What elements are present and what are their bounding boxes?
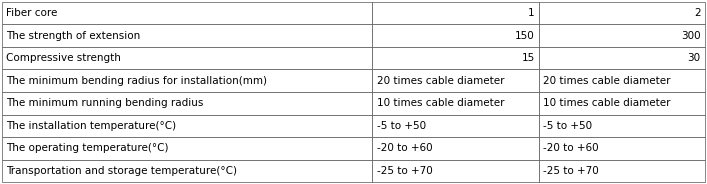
Text: -25 to +70: -25 to +70 bbox=[543, 166, 599, 176]
Text: -25 to +70: -25 to +70 bbox=[377, 166, 433, 176]
Bar bbox=[2, 92, 373, 114]
Text: -20 to +60: -20 to +60 bbox=[543, 143, 599, 153]
Text: -20 to +60: -20 to +60 bbox=[377, 143, 433, 153]
Text: The minimum bending radius for installation(mm): The minimum bending radius for installat… bbox=[6, 76, 267, 86]
Text: -5 to +50: -5 to +50 bbox=[377, 121, 426, 131]
Text: 300: 300 bbox=[681, 31, 701, 41]
Bar bbox=[539, 47, 705, 69]
Bar bbox=[539, 137, 705, 160]
Bar bbox=[2, 114, 373, 137]
Text: Fiber core: Fiber core bbox=[6, 8, 58, 18]
Bar bbox=[539, 69, 705, 92]
Text: 10 times cable diameter: 10 times cable diameter bbox=[377, 98, 504, 108]
Bar bbox=[2, 160, 373, 182]
Bar bbox=[539, 114, 705, 137]
Text: 15: 15 bbox=[522, 53, 534, 63]
Bar bbox=[373, 2, 539, 24]
Text: 20 times cable diameter: 20 times cable diameter bbox=[377, 76, 504, 86]
Bar bbox=[539, 2, 705, 24]
Text: The minimum running bending radius: The minimum running bending radius bbox=[6, 98, 204, 108]
Bar bbox=[373, 24, 539, 47]
Bar bbox=[373, 69, 539, 92]
Bar bbox=[2, 137, 373, 160]
Text: Compressive strength: Compressive strength bbox=[6, 53, 121, 63]
Bar bbox=[539, 24, 705, 47]
Text: -5 to +50: -5 to +50 bbox=[543, 121, 592, 131]
Bar bbox=[2, 69, 373, 92]
Text: 150: 150 bbox=[515, 31, 534, 41]
Bar bbox=[373, 92, 539, 114]
Bar bbox=[2, 47, 373, 69]
Text: 20 times cable diameter: 20 times cable diameter bbox=[543, 76, 671, 86]
Bar bbox=[2, 2, 373, 24]
Bar bbox=[539, 160, 705, 182]
Bar bbox=[539, 92, 705, 114]
Bar bbox=[373, 160, 539, 182]
Text: The strength of extension: The strength of extension bbox=[6, 31, 141, 41]
Text: Transportation and storage temperature(°C): Transportation and storage temperature(°… bbox=[6, 166, 238, 176]
Text: The installation temperature(°C): The installation temperature(°C) bbox=[6, 121, 177, 131]
Text: 10 times cable diameter: 10 times cable diameter bbox=[543, 98, 671, 108]
Bar bbox=[373, 114, 539, 137]
Bar bbox=[2, 24, 373, 47]
Bar bbox=[373, 137, 539, 160]
Text: The operating temperature(°C): The operating temperature(°C) bbox=[6, 143, 169, 153]
Text: 1: 1 bbox=[528, 8, 534, 18]
Bar bbox=[373, 47, 539, 69]
Text: 2: 2 bbox=[694, 8, 701, 18]
Text: 30: 30 bbox=[687, 53, 701, 63]
